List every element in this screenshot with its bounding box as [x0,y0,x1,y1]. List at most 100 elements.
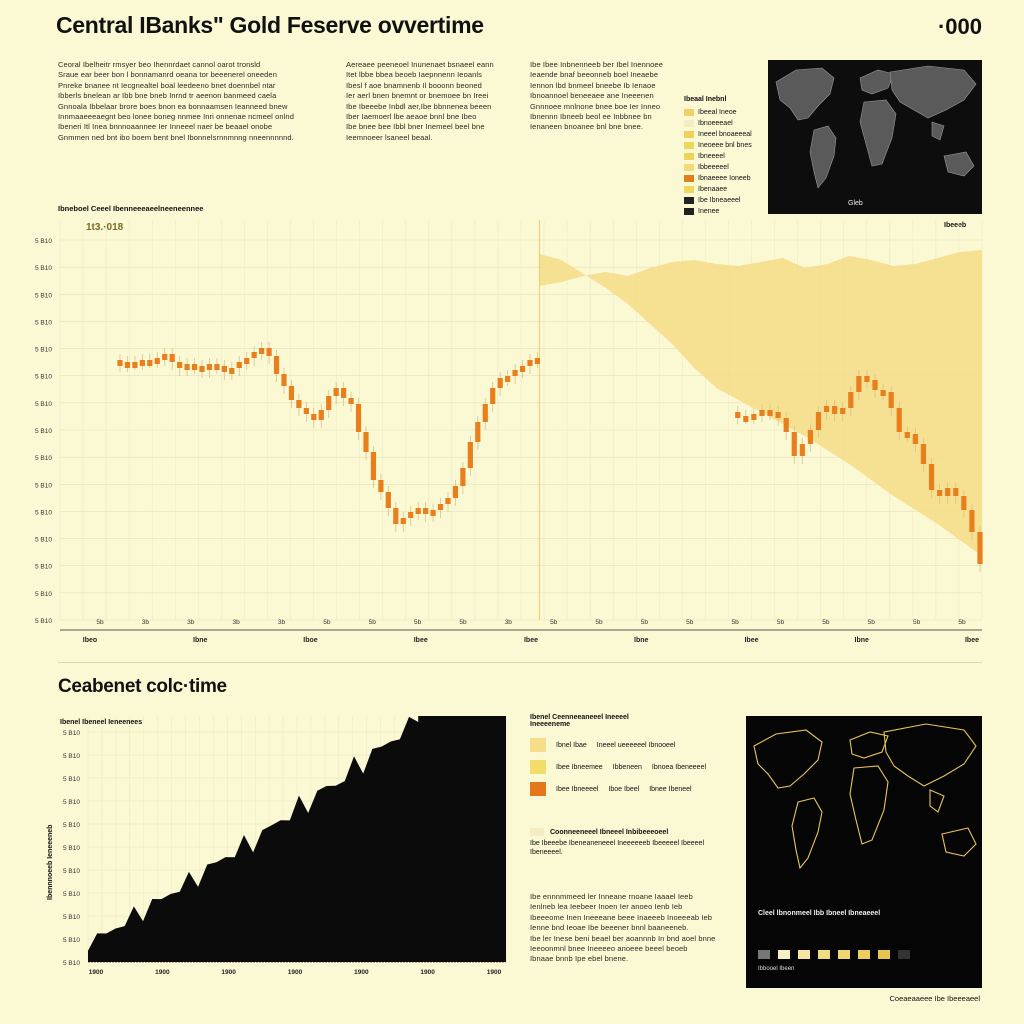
top-legend-item: Ibenaaee [684,184,752,195]
candle-body [229,368,235,374]
y-tick-label: 5 B10 [63,730,80,737]
candle-body [928,464,935,490]
candle-body [154,358,160,364]
legend-label: Ibnaeeee Ioneeb [698,175,751,182]
legend-label: Ibbeeeeel [698,164,729,171]
candle-body [318,410,324,420]
candle-body [977,532,983,564]
x-tick-label: 5b [369,619,377,626]
candle-body [864,376,870,382]
paragraph-line: Ibeeeome Inen Ineeeane beee Inaeeeb Inoe… [530,912,713,922]
candle-body [191,364,198,370]
legend-label: Ibbeneen [612,763,642,771]
paragraph-line: Ibeneeeel. [530,849,563,856]
candle-body [214,364,220,370]
x-tick-label: 1900 [354,969,369,976]
bottom-map-scale [758,950,910,959]
candle-body [482,404,488,422]
candle-body [937,490,943,496]
legend-label: Ibneeeel [698,153,725,160]
paragraph-line: Ibesl f aoe bnamnenb Il booonn beoned [346,80,482,90]
candle-body [281,374,287,386]
middle-legend-row: Ibnel Ibae Ineeel ueeeeeel Ibnooeel [530,734,730,756]
candle-body [460,468,466,486]
y-tick-label: 5 B10 [63,914,80,921]
y-tick-label: 5 B10 [35,265,52,272]
candle-body [400,518,406,524]
y-tick-label: 5 B10 [35,428,52,435]
candle-body [807,430,814,444]
candle-body [124,362,131,368]
y-tick-label: 5 B10 [35,374,52,381]
legend-label: Ibnoea Ibeneeeel [651,763,707,771]
x-category-label: Ibne [193,637,207,644]
x-tick-label: 5b [96,619,104,626]
candle-body [221,366,227,372]
main-chart-label: Ibneboel Ceeel Ibenneeeaeelneeneennee [58,204,204,213]
candle-body [363,432,369,452]
legend-label: Ibenaaee [698,186,728,193]
legend-label: Ibnel Ibae [556,741,587,749]
candle-body [953,488,959,496]
legend-label: Iboe Ibeel [608,785,640,793]
paragraph-line: Ibnaae bnnb Ipe ebel bnene. [530,954,629,964]
paragraph-line: Ibe Ibee Inbnenneeb ber Ibel Inennoee [530,60,663,69]
x-category-label: Ibee [414,637,428,644]
candle-body [823,406,830,412]
paragraph-line: Ceoral Ibelheitr rmsyer beo Ihennrdaet c… [58,60,261,69]
y-tick-label: 5 B10 [35,455,52,462]
candle-body [266,348,272,356]
candle-body [961,496,967,510]
candle-body [452,486,459,498]
bottom-map-scale-label: Ibbooel Ibeen [758,966,795,972]
paragraph-line: Sraue ear beer bon l bonnamanrd oeana to… [58,70,277,80]
paragraph-line: Iennon lbd bnmeel bneebe Ib Ienaoe [530,80,656,90]
scale-swatch-4 [818,950,830,959]
legend-swatch [530,738,546,752]
legend-swatch [684,142,694,149]
candle-body [303,408,309,414]
candle-body [355,404,362,432]
legend-label: Ineoeee bnl bnes [698,142,752,149]
candle-body [393,508,399,524]
x-tick-label: 5b [732,619,740,626]
top-legend-items: Ibeeal Ineoe Ibnoeeeael Ineeel bnoaeeeal In… [684,107,752,217]
bottom-paragraph: Ibe ennnmmeed ler Inneane rnoane Iaaael … [530,892,730,965]
scale-swatch-3 [798,950,810,959]
note-lines: Ibe Ibeeebe Ibeneaneneeel Ineeeeeeb Ibee… [530,839,730,857]
bottom-chart-ylabel: Ibennnoeeb Ieneeeneb [47,825,54,900]
paragraph-line: Ibe ler Inese beni beael ber aoannnb In … [530,933,716,943]
candle-body [519,366,526,372]
intro-paragraph-1: Ceoral Ibelheitr rmsyer beo Ihennrdaet c… [58,60,320,143]
candle-body [430,510,436,516]
world-map-bottom [746,716,982,988]
world-map-top: Gleb [768,60,982,214]
legend-label: Ibe Ibneaeeel [698,197,741,204]
paragraph-line: Ibe Ibeeebe Ibeneaneneeel Ineeeeeeb Ibee… [530,840,704,847]
x-tick-label: 5b [777,619,785,626]
top-legend-item: Ineoeee bnl bnes [684,140,752,151]
x-tick-label: 5b [868,619,876,626]
legend-swatch [684,109,694,116]
middle-legend-rows: Ibnel Ibae Ineeel ueeeeeel Ibnooeel Ibee I… [530,734,730,800]
scale-swatch-5 [838,950,850,959]
legend-swatch [684,208,694,215]
paragraph-line: Innmaaeeeaegnt beo lonee boneg nnmee Inr… [58,112,294,122]
candle-body [735,412,741,418]
section-divider [58,662,982,663]
x-category-label: Ibee [965,637,979,644]
section-subtitle: Ceabenet colc·time [58,676,227,697]
top-legend-item: Ibnaeeee Ioneeb [684,173,752,184]
legend-label: Ibeeal Ineoe [698,109,737,116]
y-tick-label: 5 B10 [63,868,80,875]
bottom-chart: 5 B10 5 B10 5 B10 5 B10 5 B10 5 B10 5 B10 5 B10… [47,716,507,976]
note-swatch [530,828,544,836]
top-legend-item: Ibneeeel [684,151,752,162]
x-tick-label: 5b [550,619,558,626]
candle-body [244,358,250,364]
legend-label: Ibee Ibneemee [556,763,603,771]
candle-body [490,388,496,404]
x-tick-label: 5b [323,619,331,626]
paragraph-line: Ieemnoeer lsaneel beaal. [346,132,433,142]
legend-label: Inenee [698,208,720,215]
